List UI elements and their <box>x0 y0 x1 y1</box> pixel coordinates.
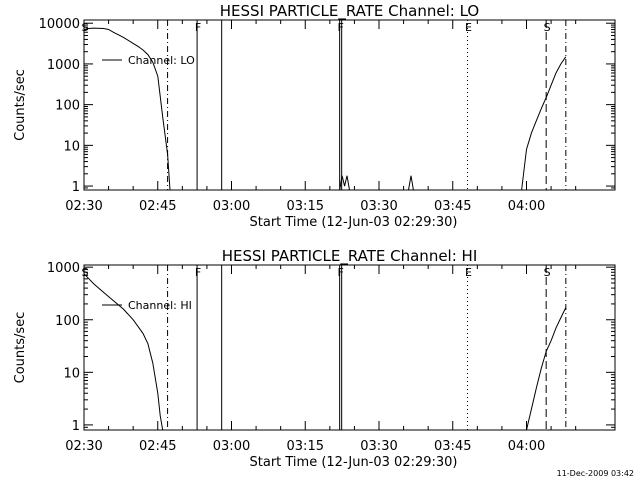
x-tick-label: 03:30 <box>360 439 397 454</box>
y-tick-label: 1000 <box>47 261 80 276</box>
x-tick-label: 02:30 <box>65 199 102 214</box>
x-tick-label: 04:00 <box>508 439 545 454</box>
x-tick-label: 02:45 <box>139 199 176 214</box>
x-axis-label: Start Time (12-Jun-03 02:29:30) <box>250 455 458 470</box>
data-series-line <box>83 27 171 191</box>
event-marker-label: S <box>544 21 551 34</box>
y-axis-label: Counts/sec <box>13 312 28 384</box>
event-marker-label: F <box>195 21 201 34</box>
x-tick-label: 03:00 <box>213 199 250 214</box>
y-tick-label: 100 <box>55 314 80 329</box>
chart-title: HESSI PARTICLE_RATE Channel: LO <box>220 2 479 21</box>
y-tick-label: 10 <box>63 139 80 154</box>
y-tick-label: 1 <box>72 419 80 434</box>
event-marker-label: S <box>82 21 89 34</box>
data-series-line <box>339 175 350 191</box>
event-marker-label: F <box>338 266 344 279</box>
data-series-line <box>521 56 567 191</box>
data-series-line <box>408 175 414 191</box>
y-tick-label: 10 <box>63 366 80 381</box>
chart-panel-hi: HESSI PARTICLE_RATE Channel: HI Start Tim… <box>13 247 616 470</box>
x-tick-label: 03:30 <box>360 199 397 214</box>
chart-panel-lo: HESSI PARTICLE_RATE Channel: LO Start Tim… <box>13 2 616 230</box>
event-marker-label: F <box>338 21 344 34</box>
x-tick-label: 03:15 <box>287 439 324 454</box>
x-tick-label: 03:15 <box>287 199 324 214</box>
event-marker-label: E <box>465 21 472 34</box>
footer-timestamp: 11-Dec-2009 03:42 <box>556 469 634 478</box>
x-tick-label: 03:45 <box>434 199 471 214</box>
data-series-line <box>526 307 567 431</box>
event-marker-label: F <box>195 266 201 279</box>
event-marker-label: S <box>544 266 551 279</box>
data-series-line <box>83 273 164 431</box>
x-tick-label: 03:00 <box>213 439 250 454</box>
legend-label: Channel: HI <box>128 299 192 312</box>
x-tick-label: 03:45 <box>434 439 471 454</box>
x-axis-label: Start Time (12-Jun-03 02:29:30) <box>250 215 458 230</box>
chart-title: HESSI PARTICLE_RATE Channel: HI <box>222 247 478 266</box>
plot-frame <box>83 264 616 431</box>
event-marker-label: E <box>465 266 472 279</box>
legend-label: Channel: LO <box>128 54 195 67</box>
y-tick-label: 1000 <box>47 58 80 73</box>
x-tick-label: 04:00 <box>508 199 545 214</box>
y-tick-label: 100 <box>55 99 80 114</box>
y-tick-label: 1 <box>72 180 80 195</box>
event-marker-label: S <box>82 266 89 279</box>
plot-frame <box>83 19 616 191</box>
y-axis-label: Counts/sec <box>13 69 28 141</box>
x-tick-label: 02:30 <box>65 439 102 454</box>
y-tick-label: 10000 <box>39 17 80 32</box>
x-tick-label: 02:45 <box>139 439 176 454</box>
